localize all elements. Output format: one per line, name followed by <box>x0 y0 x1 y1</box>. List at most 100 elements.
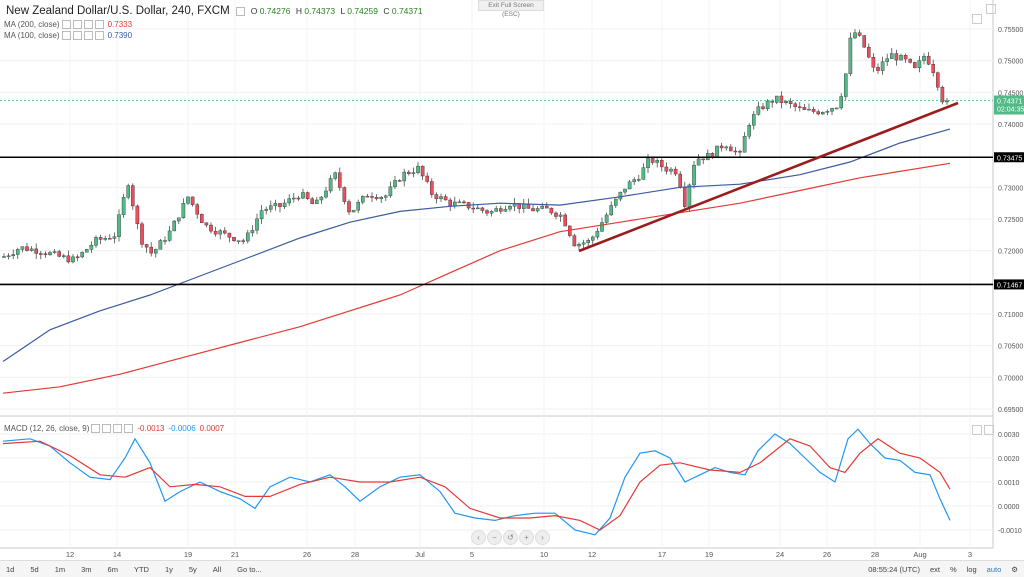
macd-label: MACD (12, 26, close, 9) <box>4 424 90 433</box>
candle-body <box>770 100 774 103</box>
pane-up-icon[interactable] <box>972 425 982 435</box>
timeframe-6m[interactable]: 6m <box>107 564 118 574</box>
ma100-legend[interactable]: MA (100, close) 0.7390 <box>4 31 132 40</box>
candle-body <box>301 192 305 199</box>
settings-icon[interactable] <box>72 31 82 40</box>
settings-icon[interactable] <box>235 6 245 16</box>
more-icon[interactable] <box>124 424 134 433</box>
candle-body <box>397 180 402 182</box>
goto-date-button[interactable]: Go to... <box>237 564 262 574</box>
candlesticks <box>2 29 949 264</box>
candle-body <box>241 240 246 242</box>
price-tick-label: 0.72000 <box>998 249 1023 256</box>
log-toggle[interactable]: log <box>966 564 977 574</box>
reset-icon[interactable]: ↺ <box>503 530 518 545</box>
candle-body <box>614 198 618 206</box>
candle-body <box>430 181 434 195</box>
candle-body <box>140 223 144 245</box>
pane-close-icon[interactable] <box>984 425 994 435</box>
timeframe-5d[interactable]: 5d <box>30 564 39 574</box>
candle-body <box>407 171 411 174</box>
time-tick-label: 12 <box>66 550 74 559</box>
candle-body <box>591 236 595 241</box>
utc-clock[interactable]: 08:55:24 (UTC) <box>868 564 920 574</box>
candle-body <box>867 46 871 58</box>
axis-labels: 0.75500 0.75000 0.74500 0.74000 0.73000 0.725… <box>66 27 1024 559</box>
candle-body <box>742 135 747 153</box>
candle-body <box>807 108 811 111</box>
timeframe-all[interactable]: All <box>212 564 222 574</box>
symbol-title[interactable]: New Zealand Dollar/U.S. Dollar, 240, FXC… <box>6 5 230 17</box>
timeframe-1d[interactable]: 1d <box>6 564 15 574</box>
candle-body <box>287 198 292 204</box>
zoom-out-icon[interactable]: − <box>487 530 502 545</box>
candle-body <box>218 230 223 235</box>
macd-hist-value: -0.0013 <box>137 424 165 433</box>
timeframe-ytd[interactable]: YTD <box>133 564 149 574</box>
candle-body <box>305 192 310 199</box>
alert-icon[interactable] <box>972 14 982 24</box>
eye-icon[interactable] <box>91 424 101 433</box>
candle-body <box>439 196 443 200</box>
exit-fullscreen-button[interactable]: Exit Full Screen (ESC) <box>478 0 544 18</box>
candle-body <box>209 224 213 232</box>
more-icon[interactable] <box>94 20 104 29</box>
auto-toggle[interactable]: auto <box>986 564 1002 574</box>
time-tick-label: 12 <box>588 550 596 559</box>
candle-body <box>117 214 121 237</box>
candle-body <box>462 201 466 204</box>
candle-body <box>176 217 181 222</box>
settings-icon[interactable] <box>102 424 112 433</box>
countdown-label: 02:04:35 <box>997 107 1024 114</box>
candle-body <box>802 107 807 110</box>
percent-toggle[interactable]: % <box>949 564 957 574</box>
scroll-left-icon[interactable]: ‹ <box>471 530 486 545</box>
candle-body <box>190 196 195 205</box>
candle-body <box>89 245 94 250</box>
candle-body <box>655 160 659 163</box>
close-icon[interactable] <box>83 20 93 29</box>
ma200-label: MA (200, close) <box>4 20 60 29</box>
open-value: 0.74276 <box>259 6 291 16</box>
zoom-in-icon[interactable]: + <box>519 530 534 545</box>
candle-body <box>232 237 236 242</box>
candle-body <box>384 195 388 198</box>
timeframe-5y[interactable]: 5y <box>188 564 197 574</box>
timeframe-1y[interactable]: 1y <box>164 564 173 574</box>
candle-body <box>273 203 278 206</box>
candle-body <box>825 111 830 113</box>
candle-body <box>563 214 567 227</box>
eye-icon[interactable] <box>61 20 71 29</box>
candle-body <box>821 112 825 115</box>
settings-icon[interactable] <box>72 20 82 29</box>
time-tick-label: 5 <box>470 550 474 559</box>
candle-body <box>75 256 80 259</box>
candle-body <box>167 230 172 241</box>
more-icon[interactable] <box>94 31 104 40</box>
candle-body <box>664 166 669 172</box>
candle-body <box>798 106 802 108</box>
maximize-icon[interactable] <box>986 4 996 14</box>
close-icon[interactable] <box>113 424 123 433</box>
gear-icon[interactable]: ⚙ <box>1011 564 1018 574</box>
macd-legend[interactable]: MACD (12, 26, close, 9) -0.0013 -0.0006 … <box>4 424 224 433</box>
timeframe-3m[interactable]: 3m <box>81 564 92 574</box>
candle-body <box>333 172 338 179</box>
ext-toggle[interactable]: ext <box>929 564 940 574</box>
scroll-right-icon[interactable]: › <box>535 530 550 545</box>
candle-body <box>660 160 664 168</box>
candle-body <box>765 100 770 109</box>
eye-icon[interactable] <box>61 31 71 40</box>
candle-body <box>315 199 319 204</box>
ma200-legend[interactable]: MA (200, close) 0.7333 <box>4 20 132 29</box>
close-icon[interactable] <box>83 31 93 40</box>
timeframe-1m[interactable]: 1m <box>54 564 66 574</box>
candle-body <box>609 205 613 216</box>
current-price-label: 0.74371 <box>997 99 1022 106</box>
candle-body <box>255 218 259 231</box>
close-label: C <box>383 6 390 16</box>
time-tick-label: 28 <box>871 550 879 559</box>
candle-body <box>540 205 544 209</box>
candle-body <box>586 240 590 244</box>
